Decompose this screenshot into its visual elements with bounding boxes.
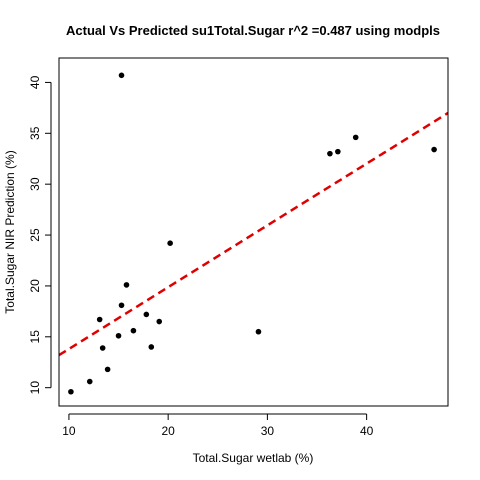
data-point (156, 318, 163, 325)
data-point (431, 146, 437, 153)
x-tick-label: 20 (161, 424, 175, 438)
plot-frame (58, 57, 449, 407)
x-tick-label: 10 (62, 424, 76, 438)
x-tick-label: 40 (360, 424, 374, 438)
data-point (115, 332, 122, 339)
data-point (118, 72, 125, 79)
data-point (143, 311, 150, 318)
data-point (167, 240, 173, 246)
points-layer (68, 72, 437, 395)
chart-title: Actual Vs Predicted su1Total.Sugar r^2 =… (66, 23, 440, 38)
x-axis: 10 20 30 40 (62, 413, 374, 438)
data-point (104, 366, 111, 373)
x-tick-label: 30 (261, 424, 275, 438)
data-point (86, 378, 93, 385)
fit-line-layer (59, 111, 448, 357)
regression-line (59, 111, 448, 357)
y-tick-label: 30 (28, 177, 42, 191)
data-point (118, 302, 125, 309)
y-tick-label: 35 (28, 126, 42, 140)
data-point (327, 150, 333, 157)
data-point (123, 282, 130, 288)
y-axis: 10 15 20 25 30 35 40 (28, 75, 52, 395)
y-tick-label: 10 (28, 381, 42, 395)
y-tick-label: 15 (28, 330, 42, 344)
data-point (68, 388, 74, 395)
y-tick-label: 40 (28, 75, 42, 89)
data-point (99, 345, 106, 351)
y-tick-label: 25 (28, 228, 42, 242)
data-point (130, 327, 137, 334)
data-point (96, 316, 103, 323)
data-point (352, 134, 359, 141)
data-point (148, 344, 155, 350)
data-point (255, 328, 262, 335)
x-axis-label: Total.Sugar wetlab (%) (193, 451, 314, 465)
y-tick-label: 20 (28, 279, 42, 293)
data-point (335, 148, 341, 155)
y-axis-label: Total.Sugar NIR Prediction (%) (3, 150, 17, 313)
